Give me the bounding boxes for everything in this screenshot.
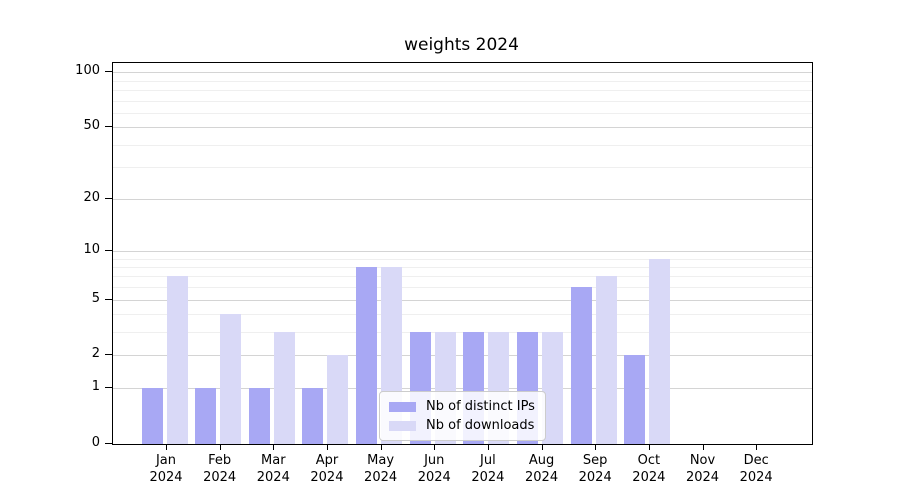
bar-distinct-ips	[624, 355, 646, 444]
gridline-minor	[113, 287, 812, 289]
y-tick-mark	[105, 354, 112, 356]
y-tick-mark	[105, 298, 112, 300]
y-tick-mark	[105, 197, 112, 199]
legend-label-distinct-ips: Nb of distinct IPs	[426, 399, 535, 414]
bar-distinct-ips	[195, 388, 217, 444]
bar-distinct-ips	[248, 388, 270, 444]
gridline-minor	[113, 144, 812, 146]
y-tick-label: 5	[91, 290, 100, 306]
x-tick-label: Mar 2024	[256, 453, 290, 485]
y-tick-mark	[105, 387, 112, 389]
x-tick-mark	[166, 444, 167, 450]
legend: Nb of distinct IPs Nb of downloads	[379, 391, 546, 441]
bar-downloads	[273, 332, 295, 444]
x-tick-mark	[219, 444, 221, 450]
y-tick-label: 50	[83, 118, 100, 134]
gridline-major	[113, 198, 812, 200]
gridline-minor	[113, 314, 812, 316]
bar-downloads	[595, 276, 617, 444]
bar-downloads	[220, 314, 242, 444]
gridline-minor	[113, 266, 812, 268]
bar-distinct-ips	[356, 266, 378, 444]
x-tick-label: Nov 2024	[685, 453, 720, 485]
x-tick-label: Oct 2024	[632, 453, 666, 485]
legend-swatch-distinct-ips-icon	[389, 401, 416, 412]
gridline-minor	[113, 89, 812, 91]
gridline-major	[113, 250, 812, 252]
bar-distinct-ips	[302, 388, 324, 444]
x-tick-label: Jan 2024	[149, 453, 183, 485]
y-tick-mark	[105, 443, 112, 444]
x-tick-mark	[434, 444, 436, 450]
x-tick-label: Aug 2024	[525, 453, 559, 485]
gridline-minor	[113, 112, 812, 114]
y-tick-label: 20	[83, 189, 100, 205]
x-tick-mark	[648, 444, 650, 450]
y-tick-label: 1	[91, 379, 100, 395]
x-tick-label: Sep 2024	[578, 453, 612, 485]
y-tick-label: 100	[75, 63, 100, 79]
x-tick-label: May 2024	[364, 453, 398, 485]
legend-swatch-downloads-icon	[389, 420, 416, 431]
gridline-minor	[113, 100, 812, 102]
y-tick-label: 10	[83, 241, 100, 257]
bar-distinct-ips	[570, 287, 592, 444]
y-tick-label: 0	[91, 435, 100, 450]
bar-downloads	[649, 258, 671, 444]
y-tick-mark	[105, 126, 112, 128]
bar-downloads	[542, 332, 564, 444]
x-tick-mark	[273, 444, 275, 450]
plot-area	[112, 62, 813, 445]
y-tick-label: 2	[91, 346, 100, 362]
y-tick-mark	[105, 71, 112, 73]
gridline-minor	[113, 332, 812, 334]
gridline-minor	[113, 258, 812, 260]
legend-item-distinct-ips: Nb of distinct IPs	[389, 398, 535, 415]
x-tick-mark	[595, 444, 597, 450]
chart-title: weights 2024	[404, 35, 519, 55]
x-tick-mark	[756, 444, 758, 450]
gridline-major	[113, 72, 812, 74]
x-tick-mark	[326, 444, 328, 450]
x-tick-mark	[541, 444, 543, 450]
legend-item-downloads: Nb of downloads	[389, 417, 535, 434]
x-tick-mark	[380, 444, 382, 450]
gridline-minor	[113, 80, 812, 82]
x-tick-label: Dec 2024	[739, 453, 773, 485]
bar-distinct-ips	[141, 388, 163, 444]
gridline-major	[113, 355, 812, 357]
y-tick-mark	[105, 249, 112, 251]
x-tick-label: Feb 2024	[203, 453, 237, 485]
gridline-minor	[113, 276, 812, 278]
legend-label-downloads: Nb of downloads	[426, 418, 535, 433]
gridline-major	[113, 388, 812, 390]
gridline-minor	[113, 167, 812, 169]
gridline-major	[113, 299, 812, 301]
x-tick-label: Apr 2024	[310, 453, 344, 485]
x-tick-label: Jun 2024	[417, 453, 451, 485]
x-tick-mark	[487, 444, 489, 450]
x-tick-label: Jul 2024	[471, 453, 505, 485]
bar-downloads	[327, 355, 349, 444]
gridline-major	[113, 127, 812, 129]
bar-downloads	[166, 276, 188, 444]
x-tick-mark	[702, 444, 704, 450]
